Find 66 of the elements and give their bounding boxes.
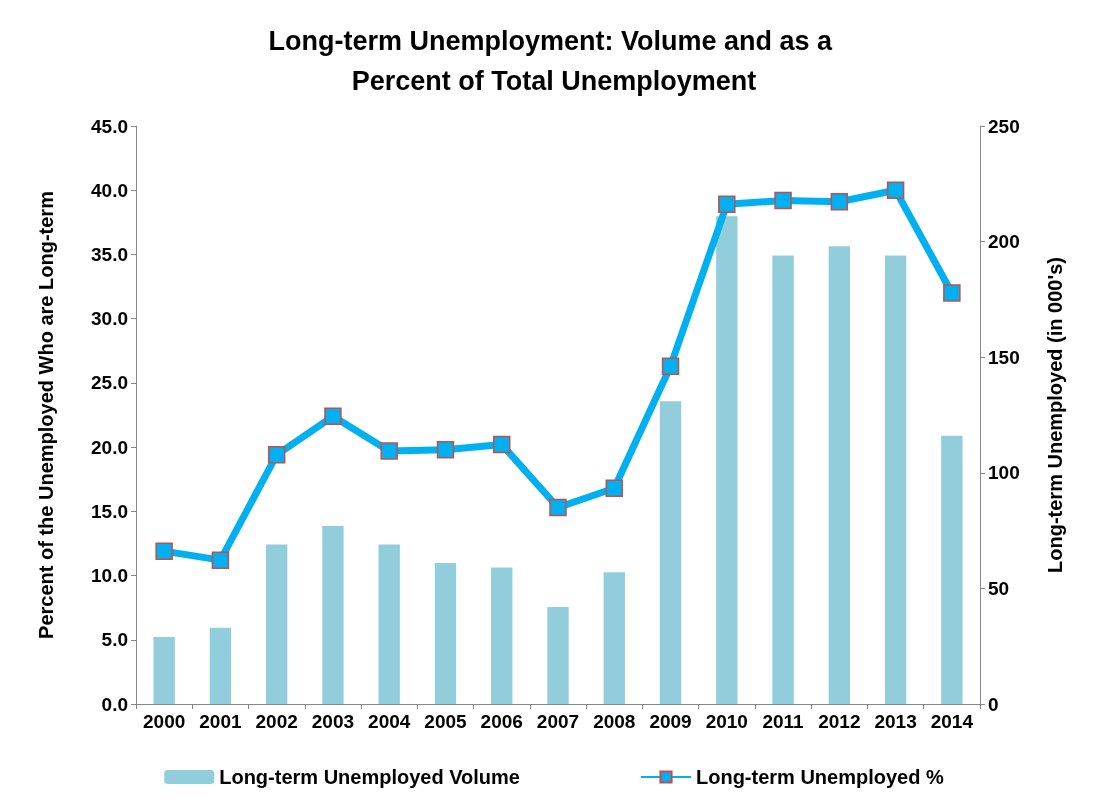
point xyxy=(549,498,567,517)
point xyxy=(380,442,398,460)
x-tick-label: 2010 xyxy=(705,711,748,732)
x-tick-label: 2006 xyxy=(480,711,523,732)
y-tick-label: 35.0 xyxy=(91,243,128,265)
point xyxy=(605,479,624,497)
x-tick-label: 2013 xyxy=(874,711,917,732)
x-tick-label: 2001 xyxy=(199,711,242,732)
x-tick-label: 2003 xyxy=(311,711,355,732)
x-tick-label: 2007 xyxy=(536,711,580,732)
bar xyxy=(265,544,288,704)
y-tick-label: 25.0 xyxy=(91,372,128,394)
point xyxy=(211,551,230,569)
x-tick-label: 2000 xyxy=(142,711,186,732)
chart-title: Long-term Unemployment: Volume and as a Percent of Total Unemployment xyxy=(268,26,840,96)
bar xyxy=(491,567,513,704)
bar xyxy=(659,401,682,704)
point xyxy=(155,542,173,560)
x-tick-label: 2004 xyxy=(368,711,411,732)
bar xyxy=(322,525,344,704)
y2-tick-label: 50 xyxy=(988,577,1010,599)
y-tick-label: 0.0 xyxy=(101,693,128,715)
y2-tick-label: 0 xyxy=(988,693,999,715)
y2-tick-label: 150 xyxy=(988,346,1020,368)
y2-axis-title: Long-term Unemployed (in 000's) xyxy=(1044,257,1066,573)
bar xyxy=(434,562,457,704)
y-tick-label: 5.0 xyxy=(101,629,128,651)
y-tick-label: 10.0 xyxy=(91,565,128,587)
bar xyxy=(941,435,963,704)
y-tick-label: 40.0 xyxy=(91,179,128,201)
y-tick-label: 45.0 xyxy=(91,115,128,137)
bar xyxy=(209,627,232,704)
point xyxy=(324,407,342,426)
bar xyxy=(547,606,569,704)
point xyxy=(718,195,736,214)
point xyxy=(436,440,455,459)
bar xyxy=(716,216,738,704)
bar xyxy=(828,246,851,704)
bar xyxy=(772,255,794,704)
point xyxy=(830,193,849,211)
y2-tick-label: 100 xyxy=(988,462,1020,484)
point xyxy=(267,446,286,464)
bar xyxy=(378,544,400,704)
x-tick-label: 2014 xyxy=(930,711,974,732)
x-tick-label: 2005 xyxy=(424,711,468,732)
point xyxy=(661,357,680,375)
bar xyxy=(153,636,175,704)
y-tick-label: 15.0 xyxy=(91,500,128,522)
point xyxy=(774,191,792,210)
y2-tick-label: 250 xyxy=(988,115,1020,137)
point xyxy=(943,284,961,302)
x-tick-label: 2009 xyxy=(649,711,692,732)
bar xyxy=(603,572,625,704)
x-tick-label: 2011 xyxy=(762,711,805,732)
x-tick-label: 2002 xyxy=(255,711,298,732)
y-tick-label: 30.0 xyxy=(91,308,128,330)
x-tick-label: 2008 xyxy=(593,711,636,732)
y2-tick-label: 200 xyxy=(988,231,1020,253)
y-tick-label: 20.0 xyxy=(91,436,128,458)
y-axis-title: Percent of the Unemployed Who are Long-term xyxy=(35,191,57,639)
x-tick-label: 2012 xyxy=(818,711,861,732)
legend-label: Long-term Unemployed Volume xyxy=(219,766,520,788)
bar xyxy=(884,255,907,704)
legend-label: Long-term Unemployed % xyxy=(695,766,944,788)
point xyxy=(492,435,511,454)
point xyxy=(886,181,905,199)
